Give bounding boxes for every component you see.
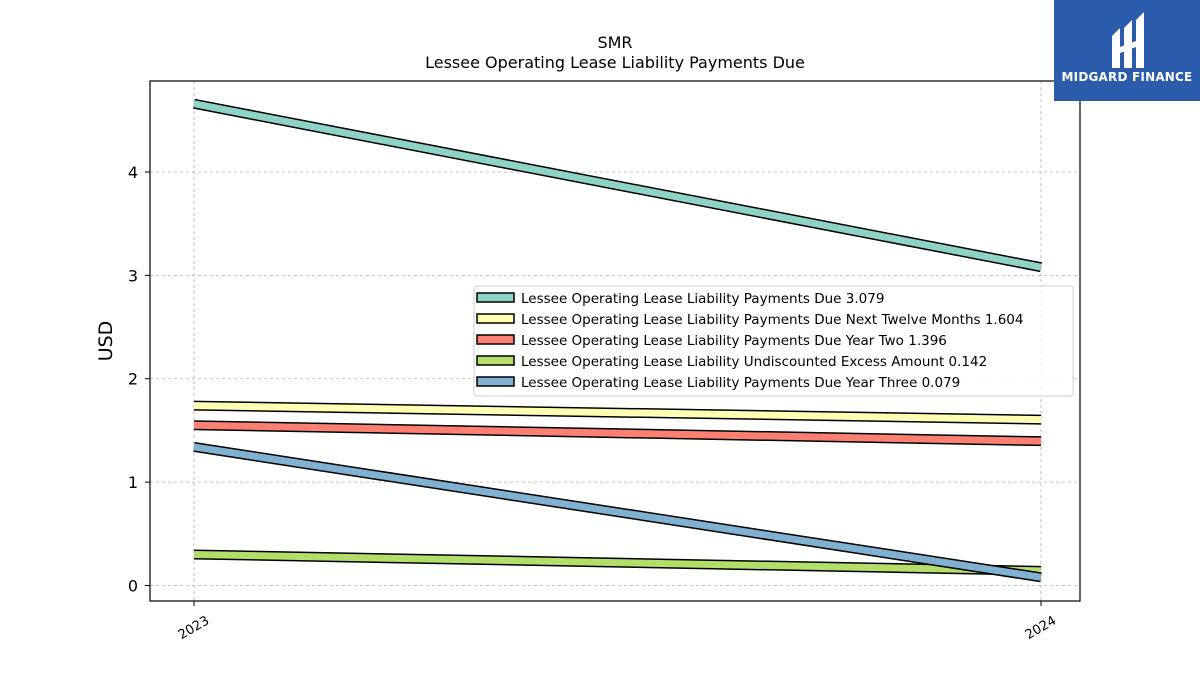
legend-swatch	[476, 292, 515, 303]
legend: Lessee Operating Lease Liability Payment…	[473, 285, 1074, 397]
series-line-fill	[193, 402, 1042, 424]
chart-title: SMR	[597, 33, 632, 52]
legend-label: Lessee Operating Lease Liability Payment…	[521, 291, 884, 307]
series-lines	[193, 98, 1042, 583]
brand-logo: MIDGARD FINANCE	[1054, 0, 1200, 101]
legend-series-value: 1.396	[908, 333, 947, 349]
legend-item: Lessee Operating Lease Liability Payment…	[476, 312, 1023, 328]
chart-subtitle: Lessee Operating Lease Liability Payment…	[425, 53, 805, 72]
legend-series-name: Lessee Operating Lease Liability Payment…	[521, 375, 922, 391]
y-axis-label: USD	[95, 321, 117, 362]
brand-name: MIDGARD FINANCE	[1061, 70, 1193, 84]
series-line-fill	[193, 100, 1042, 271]
series-line-fill	[193, 443, 1042, 581]
legend-series-value: 0.142	[949, 354, 988, 370]
legend-label: Lessee Operating Lease Liability Payment…	[521, 375, 960, 391]
legend-series-value: 1.604	[985, 312, 1024, 328]
legend-series-name: Lessee Operating Lease Liability Payment…	[521, 291, 846, 307]
series-line	[193, 420, 1042, 447]
y-tick-label: 2	[128, 370, 138, 389]
legend-item: Lessee Operating Lease Liability Payment…	[476, 291, 884, 307]
plot-frame	[149, 80, 1081, 602]
series-line	[193, 400, 1042, 425]
legend-series-name: Lessee Operating Lease Liability Undisco…	[521, 354, 949, 370]
legend-label: Lessee Operating Lease Liability Payment…	[521, 312, 1023, 328]
series-line-fill	[193, 550, 1042, 575]
brand-mark-icon	[1112, 12, 1144, 68]
legend-swatch	[476, 334, 515, 345]
series-line-fill	[193, 421, 1042, 445]
series-line	[193, 549, 1042, 576]
legend-series-name: Lessee Operating Lease Liability Payment…	[521, 333, 908, 349]
legend-label: Lessee Operating Lease Liability Undisco…	[521, 354, 987, 370]
legend-swatch	[476, 355, 515, 366]
legend-series-name: Lessee Operating Lease Liability Payment…	[521, 312, 985, 328]
legend-series-value: 3.079	[846, 291, 885, 307]
legend-box	[473, 285, 1074, 397]
y-tick-label: 4	[128, 163, 138, 182]
y-tick-label: 0	[128, 576, 138, 595]
series-line	[193, 442, 1042, 583]
x-tick-label: 2024	[1023, 613, 1059, 643]
legend-series-value: 0.079	[922, 375, 961, 391]
series-line	[193, 98, 1042, 273]
legend-item: Lessee Operating Lease Liability Undisco…	[476, 354, 987, 370]
legend-swatch	[476, 376, 515, 387]
legend-item: Lessee Operating Lease Liability Payment…	[476, 375, 960, 391]
x-tick-label: 2023	[176, 613, 212, 643]
legend-item: Lessee Operating Lease Liability Payment…	[476, 333, 947, 349]
legend-label: Lessee Operating Lease Liability Payment…	[521, 333, 947, 349]
y-tick-label: 1	[128, 473, 138, 492]
y-tick-label: 3	[128, 266, 138, 285]
legend-swatch	[476, 313, 515, 324]
